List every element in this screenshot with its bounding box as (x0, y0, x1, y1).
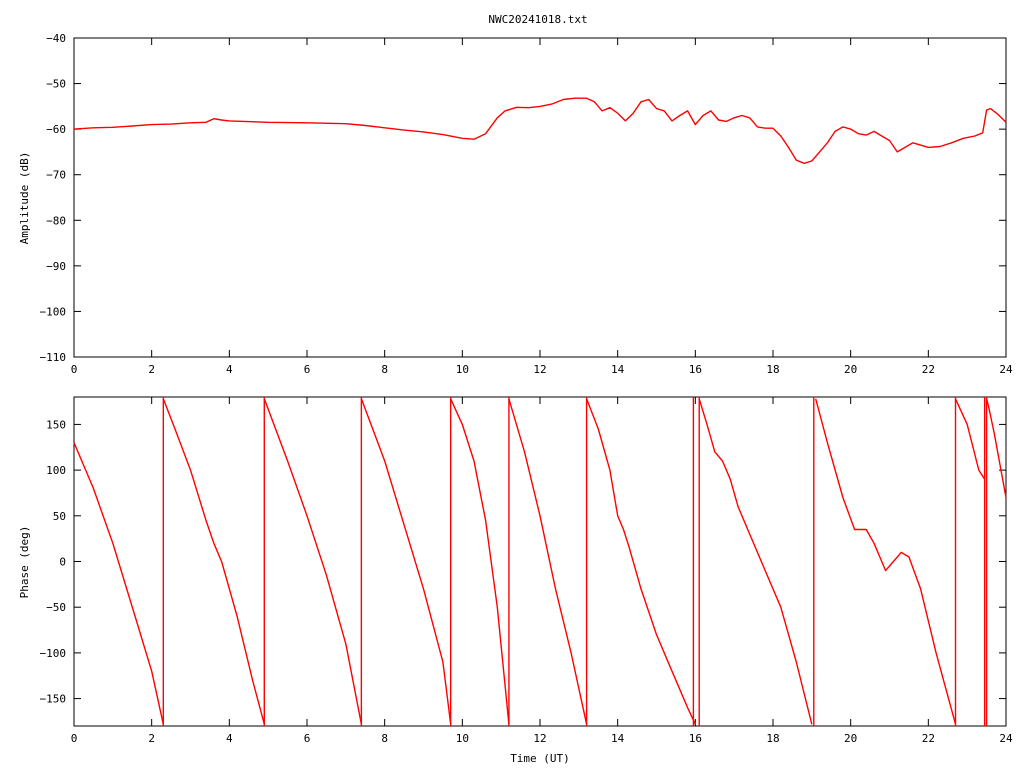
phase-trace-segment (450, 398, 510, 725)
amplitude-xtick-label: 12 (533, 363, 546, 376)
amplitude-xtick-label: 18 (766, 363, 779, 376)
phase-ytick-label: −150 (40, 693, 67, 706)
amplitude-ytick-label: −90 (46, 260, 66, 273)
phase-trace-segment (815, 398, 957, 725)
phase-trace-segment (585, 398, 696, 725)
phase-xtick-label: 6 (304, 732, 311, 745)
phase-trace-segment (263, 398, 363, 725)
phase-plot-frame (73, 396, 1007, 727)
phase-trace-segment (360, 398, 452, 725)
phase-xtick-label: 2 (148, 732, 155, 745)
phase-ytick-label: −50 (46, 601, 66, 614)
phase-trace-segment (73, 442, 164, 725)
amplitude-xtick-label: 4 (226, 363, 233, 376)
phase-xtick-label: 10 (456, 732, 469, 745)
amplitude-ytick-label: −100 (40, 305, 67, 318)
amplitude-xtick-label: 24 (999, 363, 1013, 376)
amplitude-trace-segment (73, 97, 1007, 165)
phase-xtick-label: 8 (381, 732, 388, 745)
phase-ytick-label: 100 (46, 464, 66, 477)
phase-ytick-label: 0 (59, 556, 66, 569)
amplitude-xtick-label: 0 (71, 363, 78, 376)
phase-xtick-label: 12 (533, 732, 546, 745)
amplitude-ytick-label: −70 (46, 169, 66, 182)
amplitude-ytick-label: −40 (46, 32, 66, 45)
amplitude-xtick-label: 2 (148, 363, 155, 376)
time-axis-label: Time (UT) (510, 752, 570, 765)
phase-xtick-label: 20 (844, 732, 857, 745)
phase-trace-segment (162, 398, 265, 725)
amplitude-ytick-label: −60 (46, 123, 66, 136)
phase-trace-segment (698, 398, 813, 725)
amplitude-panel: −40−50−60−70−80−90−100−110 0 2 4 6 8 10 12 14 16… (18, 32, 1013, 376)
amplitude-xtick-label: 10 (456, 363, 469, 376)
amplitude-xtick-label: 22 (922, 363, 935, 376)
phase-xtick-label: 18 (766, 732, 779, 745)
phase-ytick-label: 50 (53, 510, 66, 523)
amplitude-xtick-label: 14 (611, 363, 625, 376)
amplitude-ytick-label: −80 (46, 214, 66, 227)
phase-axis-label: Phase (deg) (18, 526, 31, 599)
amplitude-plot-frame (73, 37, 1007, 358)
amplitude-ytick-label: −50 (46, 78, 66, 91)
amplitude-ytick-label: −110 (40, 351, 67, 364)
phase-trace-segment (954, 398, 986, 480)
phase-xtick-label: 22 (922, 732, 935, 745)
phase-xtick-label: 24 (999, 732, 1013, 745)
phase-xtick-label: 16 (689, 732, 702, 745)
amplitude-xtick-label: 20 (844, 363, 857, 376)
phase-xtick-label: 14 (611, 732, 625, 745)
amplitude-xtick-label: 6 (304, 363, 311, 376)
amplitude-xtick-label: 8 (381, 363, 388, 376)
phase-ytick-label: 150 (46, 418, 66, 431)
phase-xtick-label: 0 (71, 732, 78, 745)
phase-ytick-label: −100 (40, 647, 67, 660)
phase-trace-segment (508, 398, 588, 725)
chart-title: NWC20241018.txt (488, 13, 587, 26)
amplitude-xtick-label: 16 (689, 363, 702, 376)
phase-xtick-label: 4 (226, 732, 233, 745)
phase-trace-segment (985, 398, 1007, 498)
amplitude-axis-label: Amplitude (dB) (18, 152, 31, 245)
